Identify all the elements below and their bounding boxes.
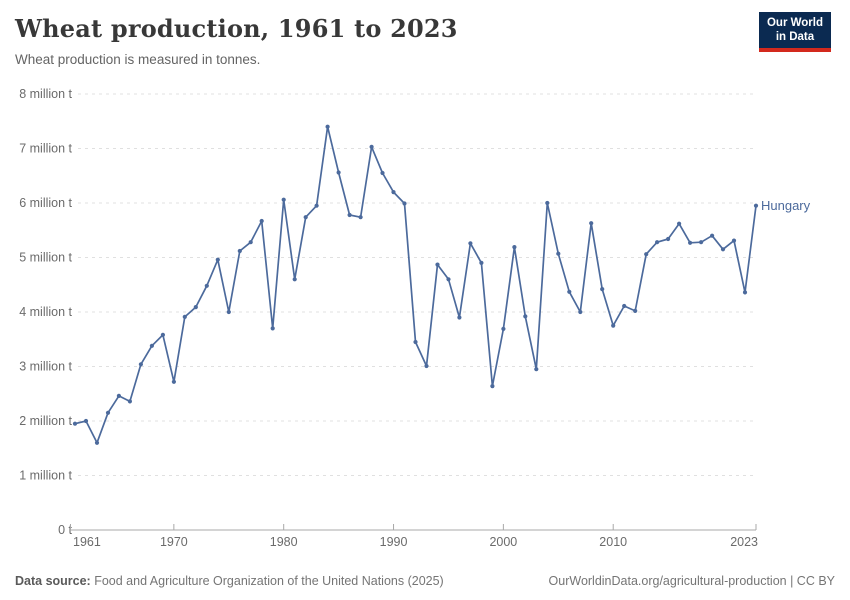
y-axis-tick-label: 8 million t xyxy=(19,87,72,101)
y-axis-tick-label: 2 million t xyxy=(19,414,72,428)
data-point[interactable] xyxy=(303,215,308,220)
data-source-text: Data source: Food and Agriculture Organi… xyxy=(15,574,444,588)
data-point[interactable] xyxy=(72,421,78,426)
data-point[interactable] xyxy=(347,212,352,218)
data-point[interactable] xyxy=(644,252,649,257)
data-point[interactable] xyxy=(83,418,89,424)
y-axis-tick-label: 7 million t xyxy=(19,142,72,156)
data-point[interactable] xyxy=(160,332,165,337)
data-point[interactable] xyxy=(512,245,517,250)
data-point[interactable] xyxy=(215,257,220,262)
data-point[interactable] xyxy=(545,200,550,206)
data-point[interactable] xyxy=(94,440,100,445)
data-point[interactable] xyxy=(578,309,583,315)
data-point[interactable] xyxy=(314,203,319,208)
x-axis-tick-label: 1980 xyxy=(270,535,298,549)
data-point[interactable] xyxy=(237,248,242,254)
y-axis-tick-label: 6 million t xyxy=(19,196,72,210)
data-point[interactable] xyxy=(292,277,297,282)
data-point[interactable] xyxy=(226,309,231,315)
data-point[interactable] xyxy=(413,339,418,345)
data-source-label: Data source: xyxy=(15,574,91,588)
x-axis-tick-label: 2000 xyxy=(489,535,517,549)
data-point[interactable] xyxy=(446,277,451,282)
data-point[interactable] xyxy=(380,170,385,176)
chart-subtitle: Wheat production is measured in tonnes. xyxy=(15,52,261,67)
y-axis-tick-label: 0 t xyxy=(58,523,72,537)
y-axis-tick-label: 5 million t xyxy=(19,251,72,265)
data-point[interactable] xyxy=(490,384,495,389)
x-axis-tick-label: 1961 xyxy=(73,535,101,549)
data-point[interactable] xyxy=(435,262,440,267)
data-point[interactable] xyxy=(666,236,671,242)
data-point[interactable] xyxy=(468,241,473,246)
x-axis-tick-label: 2010 xyxy=(599,535,627,549)
data-point[interactable] xyxy=(556,251,561,256)
data-point[interactable] xyxy=(193,305,198,310)
data-point[interactable] xyxy=(479,260,484,265)
data-point[interactable] xyxy=(127,399,132,404)
owid-logo-line1: Our World xyxy=(766,17,823,29)
x-axis-tick-label: 1990 xyxy=(380,535,408,549)
x-axis-tick-label: 1970 xyxy=(160,535,188,549)
series-label-hungary[interactable]: Hungary xyxy=(761,198,811,213)
data-point[interactable] xyxy=(248,240,253,245)
data-point[interactable] xyxy=(171,379,176,384)
data-point[interactable] xyxy=(105,410,111,415)
data-point[interactable] xyxy=(402,201,407,206)
data-point[interactable] xyxy=(600,287,605,292)
chart-footer: Data source: Food and Agriculture Organi… xyxy=(15,574,835,588)
data-point[interactable] xyxy=(182,314,187,319)
data-point[interactable] xyxy=(611,323,616,328)
data-point[interactable] xyxy=(369,144,374,149)
plot-area[interactable]: 0 t 1 million t 2 million t 3 million t 4 mi… xyxy=(0,80,850,560)
data-point[interactable] xyxy=(281,197,286,202)
data-point[interactable] xyxy=(731,238,737,243)
data-point[interactable] xyxy=(622,303,627,309)
data-point[interactable] xyxy=(534,367,539,372)
data-point[interactable] xyxy=(589,221,594,226)
x-axis-tick-label: 2023 xyxy=(730,535,758,549)
data-point[interactable] xyxy=(710,233,715,238)
data-point[interactable] xyxy=(655,240,660,245)
data-point[interactable] xyxy=(501,326,506,331)
data-point[interactable] xyxy=(391,190,396,195)
data-point[interactable] xyxy=(204,283,209,288)
data-point[interactable] xyxy=(116,393,121,398)
data-point[interactable] xyxy=(523,314,528,319)
data-point[interactable] xyxy=(336,170,341,175)
data-point[interactable] xyxy=(358,215,363,220)
line-series-hungary[interactable] xyxy=(74,125,757,444)
data-point[interactable] xyxy=(325,124,330,129)
owid-logo-line2: in Data xyxy=(775,30,815,43)
data-point[interactable] xyxy=(149,343,154,348)
y-axis-tick-label: 1 million t xyxy=(19,469,72,483)
owid-logo[interactable]: Our World in Data xyxy=(758,12,831,52)
data-point[interactable] xyxy=(720,247,726,252)
data-point[interactable] xyxy=(753,203,759,208)
page-title: Wheat production, 1961 to 2023 xyxy=(15,14,458,43)
owid-url-link[interactable]: OurWorldinData.org/agricultural-producti… xyxy=(548,574,835,588)
y-axis-tick-label: 3 million t xyxy=(19,360,72,374)
data-point[interactable] xyxy=(259,218,264,224)
y-axis-tick-label: 4 million t xyxy=(19,305,72,319)
data-point[interactable] xyxy=(742,290,748,295)
data-point[interactable] xyxy=(633,308,638,313)
data-point[interactable] xyxy=(567,289,572,294)
data-point[interactable] xyxy=(699,240,704,245)
data-point[interactable] xyxy=(457,315,462,320)
data-point[interactable] xyxy=(270,326,275,331)
data-point[interactable] xyxy=(677,221,682,226)
data-point[interactable] xyxy=(688,240,693,245)
data-point[interactable] xyxy=(138,362,143,367)
data-point[interactable] xyxy=(424,363,429,369)
